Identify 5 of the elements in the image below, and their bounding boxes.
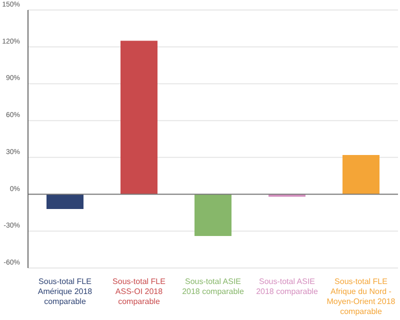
x-tick-label: Sous-total ASIE 2018 comparable [256,277,318,296]
x-tick-label: Sous-total FLE ASS-OI 2018 comparable [112,277,166,306]
x-tick-label: Sous-total FLE Afrique du Nord - Moyen-Orient 2018 comparable [326,277,396,316]
x-tick-label: Sous-total FLE Amérique 2018 comparable [38,277,93,306]
x-tick-label: Sous-total ASIE 2018 comparable [182,277,244,296]
